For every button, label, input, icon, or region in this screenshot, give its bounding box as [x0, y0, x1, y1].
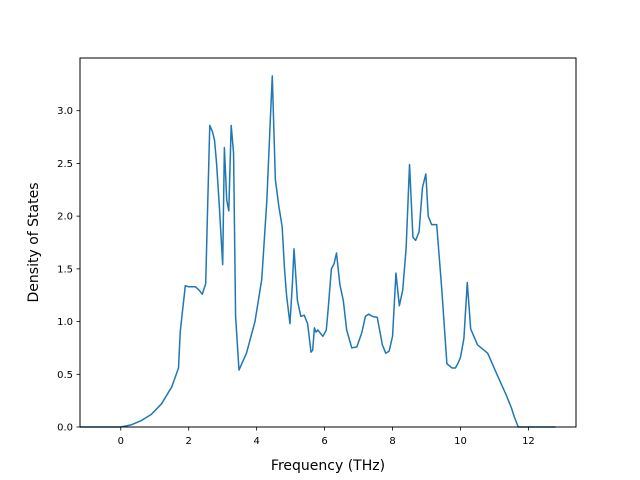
x-tick-label: 12: [522, 436, 535, 447]
y-tick-label: 0.0: [57, 423, 73, 434]
plot-frame: [79, 57, 577, 428]
y-tick-label: 2.0: [57, 212, 73, 223]
x-tick-label: 4: [253, 436, 259, 447]
x-tick-label: 10: [454, 436, 467, 447]
y-tick-label: 2.5: [57, 159, 73, 170]
x-tick-label: 2: [186, 436, 192, 447]
y-tick-label: 1.0: [57, 317, 73, 328]
x-tick-label: 8: [389, 436, 395, 447]
plot-area: [80, 58, 576, 427]
x-axis-ticks: 0 2 4 6 8 10 12: [118, 427, 535, 447]
y-tick-label: 1.5: [57, 264, 73, 275]
y-tick-label: 0.5: [57, 370, 73, 381]
x-tick-label: 6: [321, 436, 327, 447]
y-axis-label: Density of States: [26, 183, 42, 303]
y-tick-label: 3.0: [57, 106, 73, 117]
series-layer: [80, 75, 556, 428]
series-line-0: [80, 75, 556, 428]
x-axis-label: Frequency (THz): [271, 458, 385, 474]
x-tick-label: 0: [118, 436, 124, 447]
y-axis-ticks: 0.0 0.5 1.0 1.5 2.0 2.5 3.0: [57, 106, 80, 434]
